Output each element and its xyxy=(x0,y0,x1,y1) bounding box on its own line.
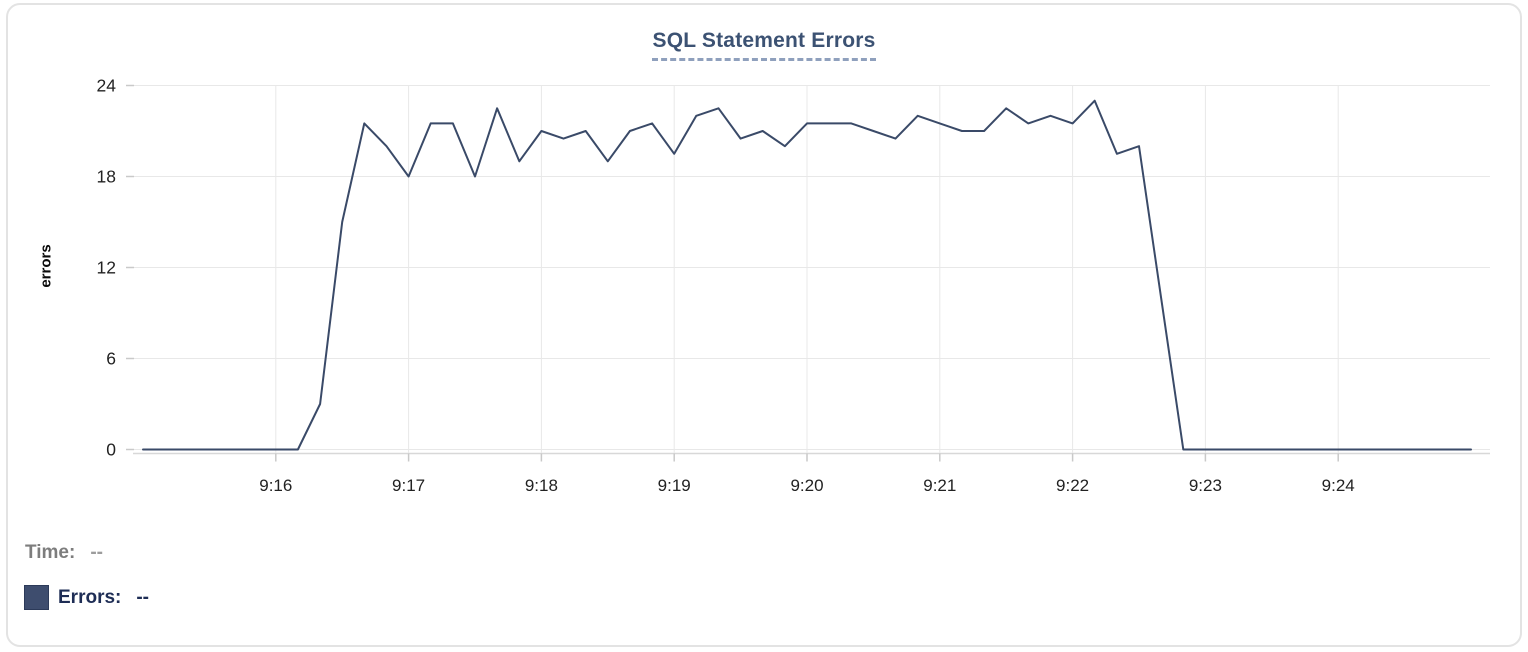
x-tick-label: 9:24 xyxy=(1322,476,1355,495)
time-readout-row: Time: -- xyxy=(25,542,103,564)
y-tick-label: 24 xyxy=(97,76,117,96)
time-value: -- xyxy=(90,542,103,563)
x-axis-labels: 9:16 9:17 9:18 9:19 9:20 9:21 9:22 9:23 9:24 xyxy=(259,476,1354,495)
x-tick-label: 9:21 xyxy=(923,476,956,495)
x-tick-label: 9:16 xyxy=(259,476,292,495)
x-tick-label: 9:19 xyxy=(658,476,691,495)
y-tick-label: 12 xyxy=(97,258,116,278)
y-tick-label: 0 xyxy=(106,440,116,460)
series xyxy=(142,99,1472,451)
errors-legend-swatch xyxy=(24,585,49,610)
y-tick-label: 6 xyxy=(106,349,116,369)
x-tick-label: 9:18 xyxy=(525,476,558,495)
errors-label: Errors: xyxy=(58,586,122,608)
x-tick-label: 9:17 xyxy=(392,476,425,495)
x-tick-label: 9:22 xyxy=(1056,476,1089,495)
axis-ticks xyxy=(126,84,1339,462)
y-tick-label: 18 xyxy=(97,167,116,187)
x-tick-label: 9:23 xyxy=(1189,476,1222,495)
y-axis-labels: 0 6 12 18 24 xyxy=(97,76,117,460)
x-tick-label: 9:20 xyxy=(790,476,823,495)
time-label: Time: xyxy=(25,542,76,563)
errors-series-line xyxy=(142,99,1472,451)
chart-title[interactable]: SQL Statement Errors xyxy=(652,29,876,61)
chart-card xyxy=(6,3,1522,647)
errors-readout-row: Errors: -- xyxy=(24,585,149,610)
chart-title-wrap: SQL Statement Errors xyxy=(0,29,1528,61)
errors-value: -- xyxy=(136,586,150,608)
y-axis-title: errors xyxy=(37,244,55,288)
